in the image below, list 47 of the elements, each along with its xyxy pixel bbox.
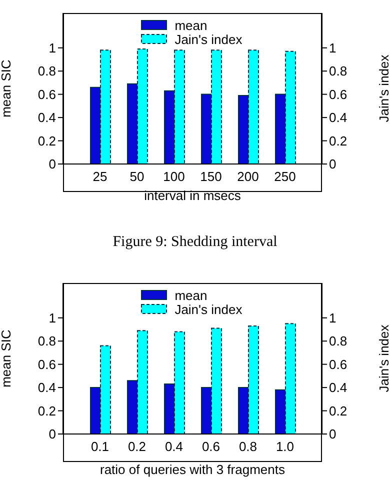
x-tick-label: 150: [200, 169, 222, 184]
y2-tick-label: 1: [329, 40, 336, 56]
x-axis-title: interval in msecs: [144, 188, 242, 203]
y-tick-label: 0.4: [38, 380, 56, 396]
legend-label: mean: [174, 288, 208, 302]
y2-tick-label: 0.4: [329, 110, 348, 126]
y2-tick-label: 0.8: [329, 334, 348, 349]
y2-tick-label: 0: [329, 426, 336, 442]
legend-label: Jain's index: [174, 302, 242, 316]
x-tick-label: 25: [92, 169, 108, 184]
legend-label: mean: [174, 18, 208, 32]
y-tick-label: 1: [48, 310, 56, 326]
y-tick-label: 0.2: [38, 133, 56, 148]
y-tick-label: 0.8: [38, 64, 56, 79]
y2-tick-label: 0.2: [329, 403, 348, 418]
x-tick-label: 0.8: [238, 439, 258, 454]
y-tick-label: 0.6: [38, 356, 56, 372]
y2-tick-label: 0.6: [329, 86, 348, 102]
y2-tick-label: 0.2: [329, 133, 348, 148]
caption: Figure 9: Shedding interval: [112, 233, 278, 252]
x-tick-label: 0.6: [202, 439, 220, 454]
y-axis-title: mean SIC: [0, 60, 14, 118]
legend-label: Jain's index: [174, 32, 242, 46]
x-tick-label: 1.0: [276, 439, 294, 454]
x-tick-label: 250: [274, 169, 296, 184]
y2-tick-label: 0.6: [329, 356, 348, 372]
x-tick-label: 100: [163, 169, 185, 184]
y-tick-label: 0: [48, 156, 56, 172]
y-tick-label: 0.6: [38, 86, 56, 102]
y-tick-label: 1: [48, 40, 56, 56]
x-tick-label: 0.1: [90, 439, 110, 454]
y-tick-label: 0.2: [38, 403, 56, 418]
x-tick-label: 0.4: [164, 439, 184, 454]
y2-tick-label: 0.4: [329, 380, 348, 396]
x-axis-title: ratio of queries with 3 fragments: [100, 462, 286, 477]
x-tick-label: 50: [130, 169, 144, 184]
x-tick-label: 200: [237, 169, 259, 184]
y2-tick-label: 0: [329, 156, 336, 172]
y-axis-title: mean SIC: [0, 330, 14, 388]
y-tick-label: 0.4: [38, 110, 56, 126]
y2-tick-label: 0.8: [329, 64, 348, 79]
y2-axis-title: Jain's index: [376, 324, 390, 392]
y2-tick-label: 1: [329, 310, 336, 326]
y2-axis-title: Jain's index: [376, 54, 390, 122]
x-tick-label: 0.2: [128, 439, 146, 454]
y-tick-label: 0: [48, 426, 56, 442]
y-tick-label: 0.8: [38, 334, 56, 349]
